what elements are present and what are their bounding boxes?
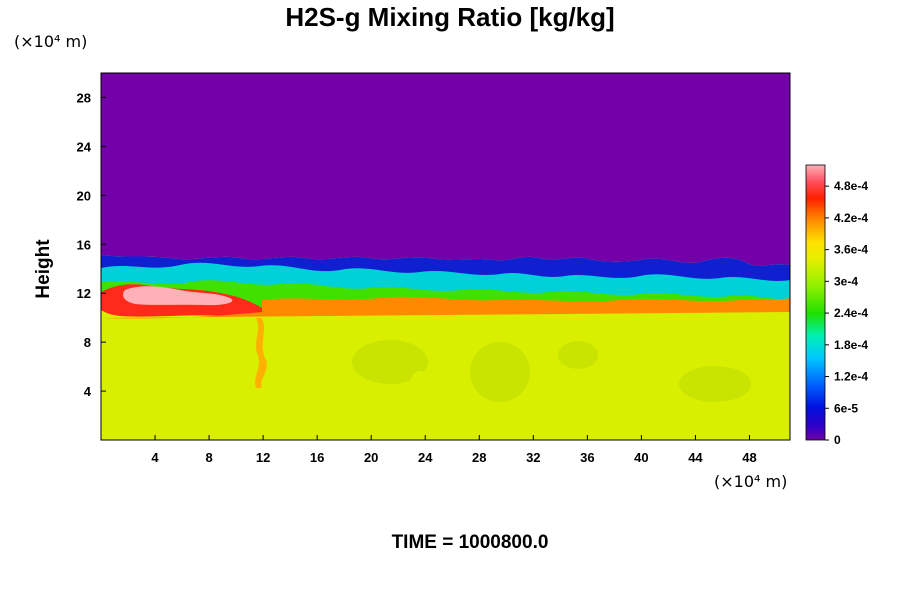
heatmap-field — [101, 73, 790, 440]
colorbar-tick-label: 3e-4 — [834, 274, 858, 288]
colorbar-tick-label: 0 — [834, 433, 841, 447]
x-axis: 4 8 12 16 20 24 28 32 36 40 44 48 — [151, 435, 757, 465]
x-tick-label: 44 — [688, 450, 703, 465]
colorbar-ticks: 0 6e-5 1.2e-4 1.8e-4 2.4e-4 3e-4 3.6e-4 4.2e-4 4… — [825, 179, 868, 447]
peak-zone — [123, 286, 233, 306]
x-tick-label: 36 — [580, 450, 594, 465]
y-tick-label: 20 — [77, 188, 91, 203]
colorbar-tick-label: 3.6e-4 — [834, 243, 868, 257]
y-tick-label: 8 — [84, 335, 91, 350]
colorbar-tick-label: 6e-5 — [834, 401, 858, 415]
lower-patch — [679, 366, 751, 402]
colorbar-tick-label: 1.2e-4 — [834, 370, 868, 384]
x-tick-label: 40 — [634, 450, 648, 465]
x-tick-label: 32 — [526, 450, 540, 465]
x-tick-label: 28 — [472, 450, 486, 465]
lower-patch — [352, 340, 428, 384]
high-band-orange — [101, 296, 790, 319]
y-tick-label: 12 — [77, 286, 91, 301]
x-tick-label: 12 — [256, 450, 270, 465]
plume — [255, 318, 267, 388]
x-tick-label: 24 — [418, 450, 433, 465]
plot-frame — [100, 72, 791, 441]
colorbar: 0 6e-5 1.2e-4 1.8e-4 2.4e-4 3e-4 3.6e-4 4.2e-4 4… — [805, 164, 868, 447]
y-tick-label: 28 — [77, 90, 91, 105]
x-tick-label: 48 — [742, 450, 756, 465]
lower-patch — [470, 342, 530, 402]
x-tick-label: 4 — [151, 450, 159, 465]
colorbar-tick-label: 2.4e-4 — [834, 306, 868, 320]
y-axis: 4 8 12 16 20 24 28 — [77, 90, 106, 399]
colorbar-tick-label: 1.8e-4 — [834, 338, 868, 352]
y-tick-label: 16 — [77, 237, 91, 252]
colorbar-tick-label: 4.8e-4 — [834, 179, 868, 193]
time-label: TIME = 1000800.0 — [391, 532, 549, 553]
y-tick-label: 24 — [77, 139, 92, 154]
colorbar-tick-label: 4.2e-4 — [834, 211, 868, 225]
colorbar-gradient — [805, 164, 826, 441]
x-tick-label: 16 — [310, 450, 324, 465]
x-tick-label: 8 — [205, 450, 212, 465]
x-tick-label: 20 — [364, 450, 378, 465]
y-tick-label: 4 — [84, 384, 92, 399]
upper-layer — [101, 73, 790, 266]
chart-title: H2S-g Mixing Ratio [kg/kg] — [285, 2, 615, 32]
lower-patch — [410, 371, 430, 399]
lower-patch — [558, 341, 598, 369]
x-axis-unit: (×10⁴ m) — [714, 472, 788, 491]
y-axis-unit: (×10⁴ m) — [14, 32, 88, 51]
